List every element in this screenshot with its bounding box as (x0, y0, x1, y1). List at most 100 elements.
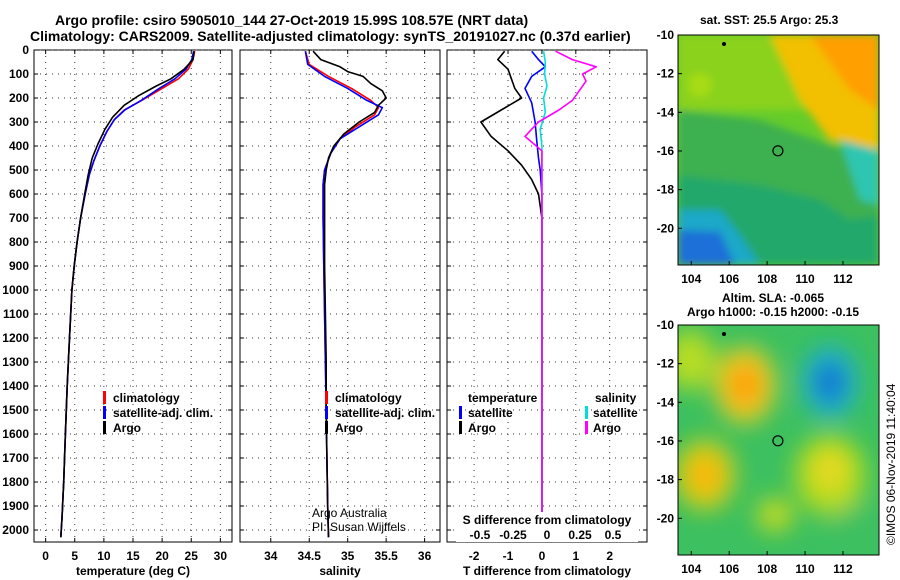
sst-map-frame (677, 34, 880, 266)
depth-tick-label: 1200 (2, 331, 29, 345)
map-x-tick-label: 104 (681, 272, 701, 286)
difference-series (480, 50, 598, 538)
depth-tick-label: 900 (9, 259, 29, 273)
sla-x-ticks: 104 106 108 110 112 (681, 551, 853, 576)
argo-location-marker (772, 145, 784, 157)
temperature-xlabel: temperature (deg C) (76, 564, 190, 578)
title-line2: Climatology: CARS2009. Satellite-adjuste… (30, 28, 631, 44)
x-tick-label: 30 (214, 549, 228, 563)
s-tick-3: 0.25 (568, 528, 592, 542)
map-y-tick-label: -10 (657, 28, 675, 42)
map-y-tick-label: -16 (657, 434, 675, 448)
x-tick-label: -1 (503, 549, 514, 563)
x-tick-label: -2 (469, 549, 480, 563)
x-tick-label: 25 (185, 549, 199, 563)
title-line1: Argo profile: csiro 5905010_144 27-Oct-2… (55, 12, 528, 28)
x-tick-label: 34 (264, 549, 278, 563)
map-x-tick-label: 106 (719, 272, 739, 286)
legend-swatch-climatology (325, 391, 328, 404)
legend-s-satellite: satellite (593, 406, 638, 420)
legend-swatch-climatology (103, 391, 106, 404)
series-line-s-argo (524, 50, 598, 538)
legend-swatch-satellite (103, 406, 106, 419)
map-y-tick-label: -12 (657, 67, 675, 81)
s-tick-2: 0 (544, 528, 551, 542)
legend-swatch-s-argo (585, 421, 588, 434)
x-tick-label: 20 (155, 549, 169, 563)
map-y-tick-label: -16 (657, 144, 675, 158)
legend-temp-climatology: climatology (113, 391, 180, 405)
salinity-axes-frame (239, 49, 441, 543)
depth-tick-label: 0 (22, 43, 29, 57)
map-x-tick-label: 110 (795, 562, 815, 576)
salinity-x-ticks: 34 34.5 35 35.5 36 (264, 549, 432, 563)
map-x-tick-label: 112 (833, 272, 853, 286)
legend-swatch-argo (103, 421, 106, 434)
depth-tick-label: 700 (9, 211, 29, 225)
salinity-panel: 34 34.5 35 35.5 36 salinity climatology sate… (239, 49, 441, 578)
x-tick-label: 15 (126, 549, 140, 563)
legend-sal-satellite: satellite-adj. clim. (335, 406, 435, 420)
depth-tick-label: 500 (9, 163, 29, 177)
depth-tick-label: 1400 (2, 379, 29, 393)
map-y-tick-label: -10 (657, 318, 675, 332)
legend-sal-climatology: climatology (335, 391, 402, 405)
sst-x-ticks: 104 106 108 110 112 (681, 261, 853, 286)
sla-heatmap-field (678, 325, 879, 555)
map-x-tick-label: 110 (795, 272, 815, 286)
x-tick-label: 10 (97, 549, 111, 563)
temperature-panel: 0 5 10 15 20 25 30 0 100 200 300 400 500 600 700 800 90… (2, 43, 233, 578)
map-y-tick-label: -18 (657, 473, 675, 487)
temperature-x-ticks: 0 5 10 15 20 25 30 (42, 549, 227, 563)
x-tick-label: 35 (341, 549, 355, 563)
series-line-climatology (304, 50, 380, 538)
difference-grid (447, 49, 647, 542)
legend-temp-satellite: satellite-adj. clim. (113, 406, 213, 420)
x-tick-label: 0 (539, 549, 546, 563)
sla-map-title-line1: Altim. SLA: -0.065 (722, 291, 824, 305)
annotation-pi: PI: Susan Wijffels (312, 520, 406, 534)
salinity-series (304, 50, 388, 538)
s-difference-label: S difference from climatology (463, 513, 632, 527)
sla-y-ticks: -10 -12 -14 -16 -18 -20 (657, 318, 682, 525)
sst-y-ticks: -10 -12 -14 -16 -18 -20 (657, 28, 682, 235)
depth-tick-label: 600 (9, 187, 29, 201)
depth-tick-label: 200 (9, 91, 29, 105)
series-line-satellite-adj-clim- (304, 51, 384, 538)
imos-credit: ©IMOS 06-Nov-2019 11:40:04 (884, 383, 898, 545)
map-x-tick-label: 108 (757, 272, 777, 286)
depth-tick-label: 400 (9, 139, 29, 153)
map-x-tick-label: 112 (833, 562, 853, 576)
s-diff-axis-background (456, 512, 638, 542)
island-marker (722, 332, 726, 336)
x-tick-label: 35.5 (374, 549, 398, 563)
series-line-climatology (60, 51, 196, 538)
legend-temperature-title: temperature (468, 391, 538, 405)
depth-tick-label: 100 (9, 67, 29, 81)
legend-salinity-title: salinity (595, 391, 637, 405)
legend-sal-argo: Argo (335, 421, 363, 435)
salinity-xlabel: salinity (319, 564, 361, 578)
island-marker (722, 42, 726, 46)
x-tick-label: 1 (572, 549, 579, 563)
salinity-legend: climatology satellite-adj. clim. Argo (325, 391, 435, 435)
legend-t-satellite: satellite (468, 406, 513, 420)
sla-map-title-line2: Argo h1000: -0.15 h2000: -0.15 (687, 305, 859, 319)
depth-tick-label: 800 (9, 235, 29, 249)
legend-swatch-t-satellite (459, 406, 462, 419)
s-tick-1: -0.25 (499, 528, 527, 542)
x-tick-label: 36 (418, 549, 432, 563)
depth-tick-label: 300 (9, 115, 29, 129)
difference-xlabel: T difference from climatology (463, 564, 631, 578)
x-tick-label: 5 (71, 549, 78, 563)
map-y-tick-label: -18 (657, 183, 675, 197)
depth-axis-ticks: 0 100 200 300 400 500 600 700 800 900 1000 1100 1200… (2, 43, 29, 537)
sst-map: sat. SST: 25.5 Argo: 25.3 104 106 108 110 11… (657, 13, 880, 286)
map-x-tick-label: 104 (681, 562, 701, 576)
series-line-argo (312, 50, 388, 538)
sla-map-frame (677, 324, 880, 556)
sst-map-title: sat. SST: 25.5 Argo: 25.3 (700, 13, 839, 27)
depth-tick-label: 1300 (2, 355, 29, 369)
x-tick-label: 2 (606, 549, 613, 563)
